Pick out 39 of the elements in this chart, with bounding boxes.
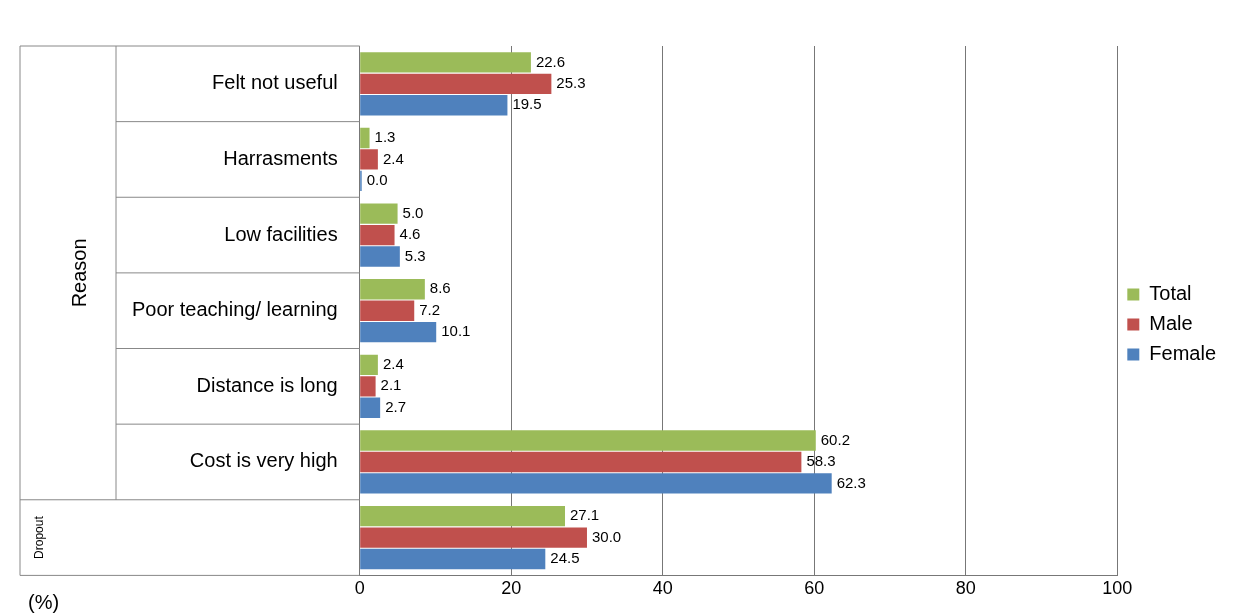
data-label: 22.6 <box>535 52 566 70</box>
data-label: 5.3 <box>404 246 426 264</box>
data-label: 2.1 <box>380 376 402 394</box>
data-label: 25.3 <box>556 73 586 91</box>
data-label: 10.1 <box>441 322 471 340</box>
text: Reason <box>67 238 90 308</box>
x-tick-label: 80 <box>955 578 976 599</box>
data-label: 62.3 <box>836 473 866 491</box>
data-label: 8.6 <box>429 279 451 297</box>
text: (%) <box>28 590 60 613</box>
data-label: 2.4 <box>382 355 404 373</box>
data-label: 27.1 <box>570 506 600 524</box>
data-label: 2.7 <box>385 397 407 415</box>
data-label: 30.0 <box>591 527 622 545</box>
y-tick-label: Poor teaching/ learning <box>131 298 338 321</box>
data-label: 2.4 <box>382 149 404 167</box>
data-label: 5.0 <box>402 203 424 221</box>
text: Dropout <box>32 515 47 559</box>
x-tick-label: 0 <box>354 578 365 599</box>
legend-label: Male <box>1149 312 1193 335</box>
data-label: 58.3 <box>806 452 836 470</box>
legend-label: Female <box>1149 342 1217 365</box>
data-label: 7.2 <box>419 300 441 318</box>
y-tick-label: Cost is very high <box>189 449 338 472</box>
legend-label: Total <box>1149 282 1192 305</box>
data-label: 60.2 <box>820 430 850 448</box>
data-label: 19.5 <box>512 95 542 113</box>
y-tick-label: Low facilities <box>224 222 338 245</box>
x-tick-label: 40 <box>652 578 673 599</box>
y-tick-label: Distance is long <box>196 373 338 396</box>
data-label: 24.5 <box>550 549 580 567</box>
x-tick-label: 100 <box>1102 578 1133 599</box>
data-label: 4.6 <box>399 225 421 243</box>
x-tick-label: 20 <box>501 578 522 599</box>
data-label: 0.0 <box>366 171 388 189</box>
x-tick-label: 60 <box>804 578 825 599</box>
y-tick-label: Harrasments <box>223 146 338 169</box>
y-tick-label: Felt not useful <box>212 71 338 94</box>
data-label: 1.3 <box>374 128 396 146</box>
